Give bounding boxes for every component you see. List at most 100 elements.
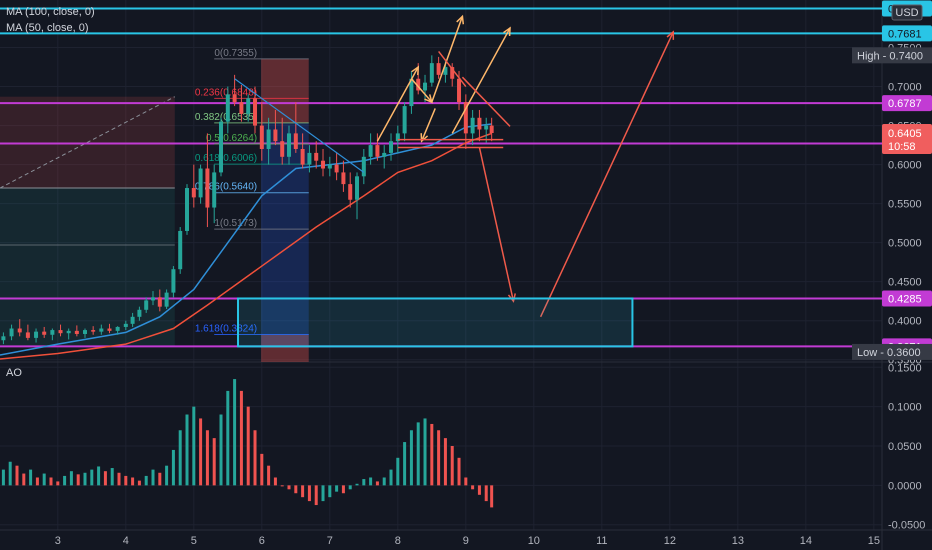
- bearish-target-arrow: [478, 147, 515, 302]
- candle-body: [293, 133, 298, 149]
- ao-bar: [477, 485, 481, 495]
- ao-bar: [76, 474, 80, 486]
- candle-body: [219, 121, 224, 173]
- ao-bar: [137, 480, 141, 486]
- ao-bar: [151, 469, 155, 486]
- ao-bar: [490, 485, 494, 508]
- time-tick-label: 10: [528, 535, 540, 547]
- candle-body: [382, 152, 387, 157]
- ao-bar: [314, 485, 318, 506]
- ao-bar: [403, 442, 407, 486]
- candle-body: [287, 133, 292, 157]
- triangle-resistance-line: [461, 76, 511, 127]
- candle-body: [253, 98, 258, 126]
- trendline-blue: [234, 78, 365, 173]
- time-tick-label: 3: [55, 535, 61, 547]
- price-level-tag: 0.4285: [888, 293, 922, 305]
- time-tick-label: 4: [123, 535, 129, 547]
- candle-body: [484, 125, 489, 130]
- candle-body: [470, 117, 475, 134]
- ao-bar: [233, 379, 237, 486]
- ao-bar: [260, 453, 264, 486]
- candle-body: [389, 141, 394, 153]
- candle-body: [137, 309, 142, 317]
- candle-body: [99, 328, 104, 332]
- high-tag: High - 0.7400: [857, 50, 923, 62]
- ao-bar: [382, 477, 386, 486]
- time-tick-label: 14: [800, 535, 812, 547]
- time-tick-label: 5: [191, 535, 197, 547]
- ao-bar: [416, 422, 420, 486]
- candle-body: [321, 160, 326, 169]
- ao-bar: [49, 477, 53, 486]
- candle-body: [130, 316, 135, 324]
- fib-level-label: 0.786(0.5640): [195, 182, 257, 193]
- demand-zone-box: [237, 297, 634, 348]
- ao-bar: [280, 485, 284, 487]
- fib-level-label: 0(0.7355): [214, 48, 257, 59]
- triangle-resistance-line: [438, 50, 467, 88]
- candle-body: [178, 230, 183, 270]
- bullish-scenario-arrow-head: [420, 133, 429, 143]
- ao-bar: [464, 477, 468, 486]
- fib-level-label: 0.5(0.6264): [206, 133, 257, 144]
- ao-bar: [267, 465, 271, 486]
- candle-body: [50, 330, 55, 335]
- ao-bar: [362, 479, 366, 486]
- ao-bar: [369, 477, 373, 486]
- candle-body: [9, 328, 14, 337]
- moving-averages: [0, 123, 492, 360]
- price-tick-label: 0.5500: [888, 199, 922, 211]
- ao-bar: [56, 481, 60, 486]
- legend-ma100[interactable]: MA (100, close, 0): [6, 6, 95, 18]
- ao-bar: [294, 485, 298, 494]
- candle-body: [409, 78, 414, 107]
- candle-body: [171, 269, 176, 293]
- fib-level-label: 1(0.5173): [214, 218, 257, 229]
- candle-body: [300, 148, 305, 165]
- ao-bar: [348, 485, 352, 490]
- trend-drawings[interactable]: [234, 14, 675, 348]
- candle-body: [205, 168, 210, 208]
- time-tick-label: 7: [327, 535, 333, 547]
- ao-bar: [355, 483, 359, 486]
- candle-body: [348, 184, 353, 200]
- ao-bar: [430, 423, 434, 486]
- legend-ao[interactable]: AO: [6, 367, 22, 379]
- candle-body: [402, 106, 407, 134]
- ma50-line: [0, 123, 492, 356]
- bullish-scenario-arrow-head: [456, 14, 465, 25]
- ao-bar: [42, 473, 46, 486]
- bullish-scenario-arrow: [431, 16, 464, 103]
- time-tick-label: 12: [664, 535, 676, 547]
- price-level-tag-bg: [882, 290, 932, 307]
- ao-bar: [212, 438, 216, 486]
- candle-body: [25, 332, 30, 338]
- time-tick-label: 13: [732, 535, 744, 547]
- candle-body: [489, 125, 494, 133]
- ao-tick-label: -0.0500: [888, 520, 925, 532]
- ao-histogram: [1, 379, 494, 508]
- time-axis[interactable]: 3 4 5 6 7 8 9 10 11 12 13 14 15: [55, 535, 880, 547]
- candle-body: [273, 129, 278, 142]
- price-tick-label: 0.4500: [888, 277, 922, 289]
- ao-bar: [287, 485, 291, 490]
- time-tick-label: 11: [596, 535, 607, 547]
- ao-bar: [219, 414, 223, 486]
- ao-bar: [321, 485, 325, 502]
- ao-bar: [409, 430, 413, 486]
- time-tick-label: 9: [463, 535, 469, 547]
- candle-body: [198, 168, 203, 198]
- zone-diagonal-line: [0, 96, 175, 189]
- candle-body: [395, 133, 400, 142]
- currency-badge-bg: [891, 4, 923, 21]
- candle-body: [259, 125, 264, 149]
- legend-ma50[interactable]: MA (50, close, 0): [6, 22, 89, 34]
- candle-body: [361, 156, 366, 177]
- ao-bar: [178, 430, 182, 486]
- candle-body: [355, 176, 360, 200]
- countdown-tag: 10:58: [888, 141, 916, 153]
- current-price-tag-bg: [882, 123, 932, 154]
